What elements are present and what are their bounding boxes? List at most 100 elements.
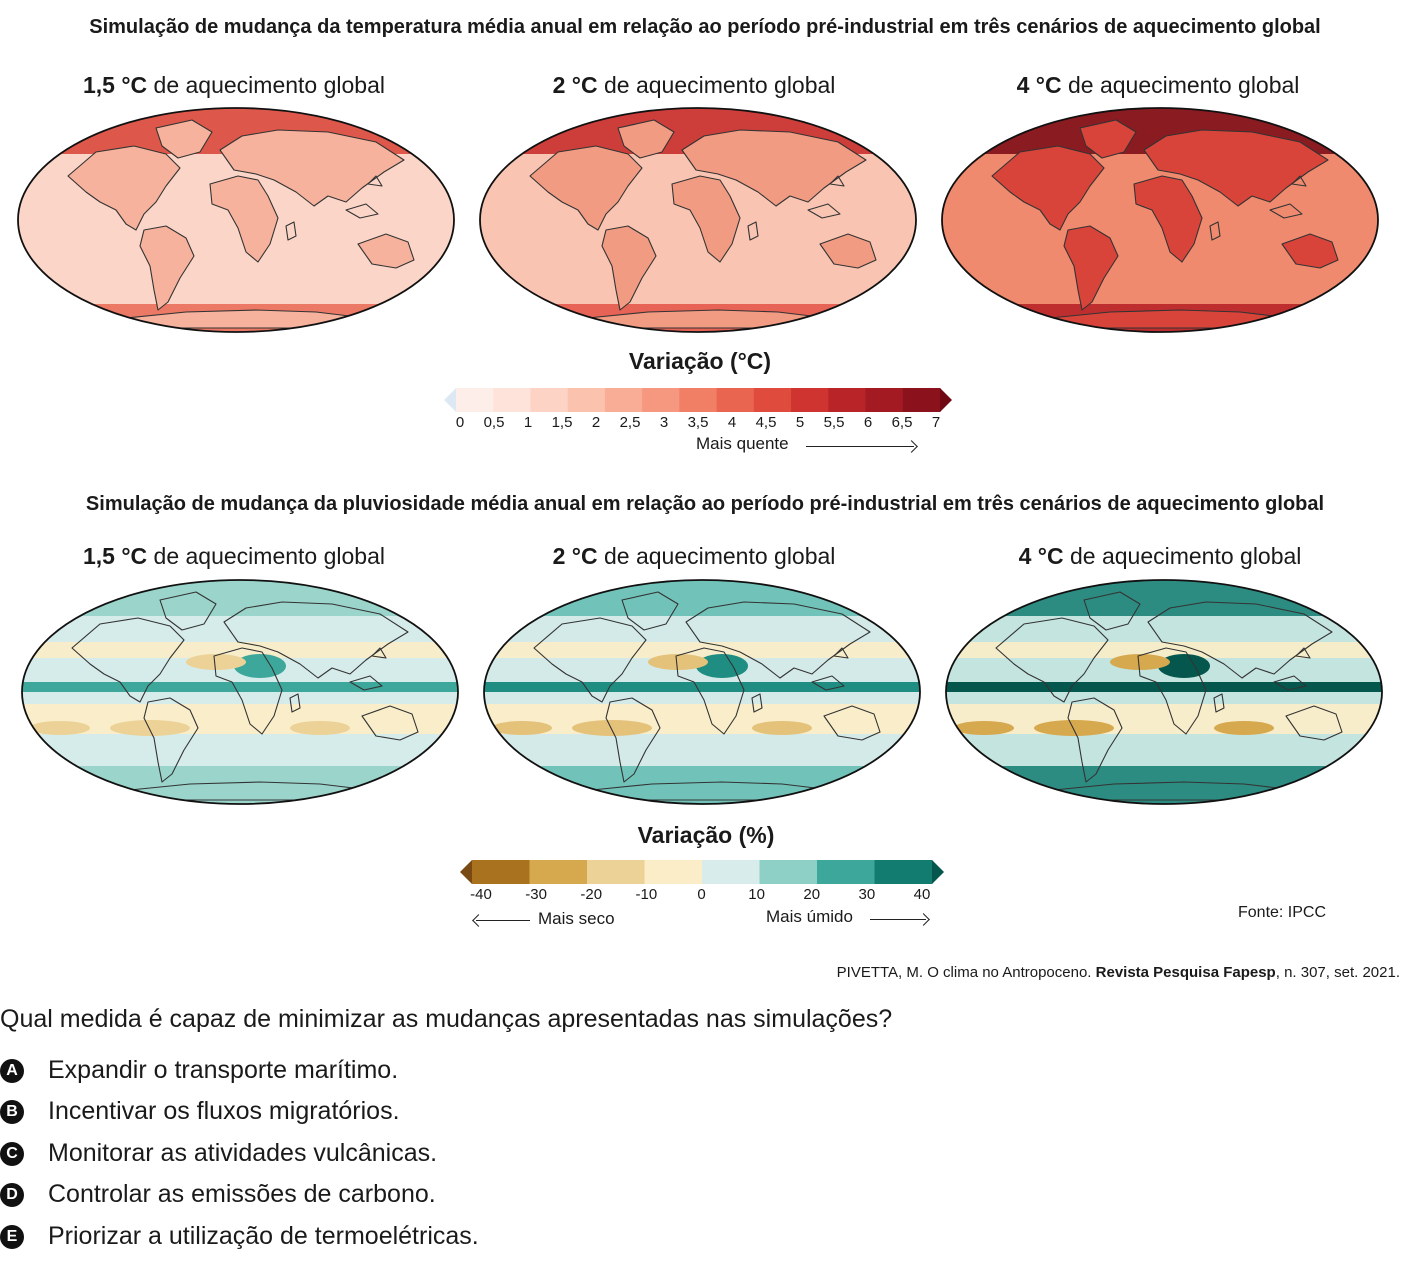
- continent-outline: [829, 175, 845, 187]
- map-border: [21, 579, 459, 805]
- continent-outline: [1295, 647, 1311, 659]
- continent-outline: [367, 175, 383, 187]
- temp-legend-note: Mais quente: [696, 434, 789, 453]
- colorbar-segment: [759, 860, 818, 884]
- colorbar-cap-right: [940, 388, 952, 412]
- colorbar-cap-left: [444, 388, 456, 412]
- continent-outline: [1291, 175, 1307, 187]
- subtropical-dry-band: [22, 642, 458, 658]
- land-fill: [1282, 234, 1338, 268]
- option-e-text: Priorizar a utilização de termoelétricas…: [48, 1222, 479, 1250]
- option-d[interactable]: D Controlar as emissões de carbono.: [0, 1180, 436, 1209]
- precip-map-3: [944, 578, 1384, 806]
- indian-dry-patch: [290, 721, 350, 735]
- continent-outline: [223, 601, 409, 679]
- precip-map-title-2-bold: 2 °C: [552, 543, 598, 569]
- land-fill: [1080, 120, 1136, 158]
- continent-outline: [991, 145, 1105, 231]
- land-fill: [1144, 130, 1328, 206]
- temp-map-title-2-rest: de aquecimento global: [597, 72, 836, 98]
- colorbar-segment: [874, 860, 933, 884]
- continent-outline: [1067, 697, 1123, 783]
- east-pacific-dry-patch: [30, 721, 90, 735]
- temp-colorbar: [444, 388, 952, 412]
- precip-map-title-1-rest: de aquecimento global: [147, 543, 385, 569]
- sahara-wet-spot: [1158, 654, 1210, 678]
- temp-tick: 1,5: [551, 414, 573, 431]
- temp-map-1: [16, 106, 456, 334]
- continent-outline: [807, 203, 841, 219]
- continent-outline: [139, 225, 195, 311]
- atlantic-dry-patch: [648, 654, 708, 670]
- continent-outline: [1285, 705, 1343, 741]
- land-fill: [618, 120, 674, 158]
- precip-map-title-3-bold: 4 °C: [1018, 543, 1064, 569]
- colorbar-segment: [679, 388, 718, 412]
- pacific-dry-patch: [110, 720, 190, 736]
- pacific-dry-patch: [1034, 720, 1114, 736]
- option-e[interactable]: E Priorizar a utilização de termoelétrica…: [0, 1222, 479, 1251]
- continent-outline: [601, 225, 657, 311]
- temp-tick: 5: [795, 414, 805, 431]
- land-fill: [602, 226, 656, 310]
- wetter-arrow: [870, 919, 926, 920]
- land-fill: [68, 146, 180, 230]
- temp-map-title-2: 2 °C de aquecimento global: [474, 72, 914, 99]
- continent-outline: [671, 175, 741, 263]
- continent-outline: [823, 705, 881, 741]
- precip-colorbar: [460, 860, 944, 884]
- colorbar-segment: [472, 860, 530, 884]
- continent-outline: [833, 647, 849, 659]
- colorbar-segment: [828, 388, 867, 412]
- colorbar-segment: [865, 388, 904, 412]
- temp-tick: 5,5: [823, 414, 845, 431]
- option-a[interactable]: A Expandir o transporte marítimo.: [0, 1056, 398, 1085]
- temp-tick: 6,5: [891, 414, 913, 431]
- colorbar-segment: [902, 388, 941, 412]
- temp-tick: 2: [591, 414, 601, 431]
- continent-outline: [1147, 601, 1333, 679]
- colorbar-segment: [529, 860, 588, 884]
- temp-map-2: [478, 106, 918, 334]
- option-b[interactable]: B Incentivar os fluxos migratórios.: [0, 1097, 400, 1126]
- continent-outline: [129, 781, 371, 801]
- precip-map-1: [20, 578, 460, 806]
- temperature-section-title: Simulação de mudança da temperatura médi…: [89, 16, 1321, 38]
- precip-legend-note-left: Mais seco: [538, 909, 615, 928]
- continent-outline: [159, 591, 217, 631]
- land-fill: [156, 120, 212, 158]
- colorbar-segment: [587, 860, 645, 884]
- continent-outline: [533, 617, 647, 703]
- east-pacific-dry-patch: [492, 721, 552, 735]
- subtropical-dry-band: [484, 642, 920, 658]
- citation-journal: Revista Pesquisa Fapesp: [1095, 964, 1276, 981]
- option-c[interactable]: C Monitorar as atividades vulcânicas.: [0, 1139, 437, 1168]
- southern-dry-band: [946, 704, 1382, 734]
- precip-tick: -40: [470, 886, 492, 903]
- continent-outline: [349, 675, 383, 691]
- temp-map-title-1-rest: de aquecimento global: [147, 72, 385, 98]
- continent-outline: [1079, 119, 1137, 159]
- option-c-text: Monitorar as atividades vulcânicas.: [48, 1139, 438, 1167]
- option-a-letter: A: [0, 1058, 24, 1083]
- continent-outline: [1269, 203, 1303, 219]
- land-fill: [126, 310, 366, 328]
- precip-map-title-3-rest: de aquecimento global: [1063, 543, 1302, 569]
- indian-dry-patch: [1214, 721, 1274, 735]
- continent-outline: [125, 309, 367, 329]
- temp-legend-title: Variação (°C): [628, 348, 772, 374]
- continent-outline: [1213, 693, 1225, 713]
- continent-outline: [675, 647, 745, 735]
- east-pacific-dry-patch: [954, 721, 1014, 735]
- temp-tick: 3: [659, 414, 669, 431]
- temp-tick: 3,5: [687, 414, 709, 431]
- colorbar-segment: [493, 388, 531, 412]
- continent-outline: [213, 647, 283, 735]
- land-fill: [1064, 226, 1118, 310]
- colorbar-segment: [753, 388, 792, 412]
- continent-outline: [1133, 175, 1203, 263]
- continent-outline: [617, 119, 675, 159]
- continent-outline: [209, 175, 279, 263]
- warmer-arrow: [806, 446, 914, 447]
- arctic-wet-band: [22, 580, 458, 616]
